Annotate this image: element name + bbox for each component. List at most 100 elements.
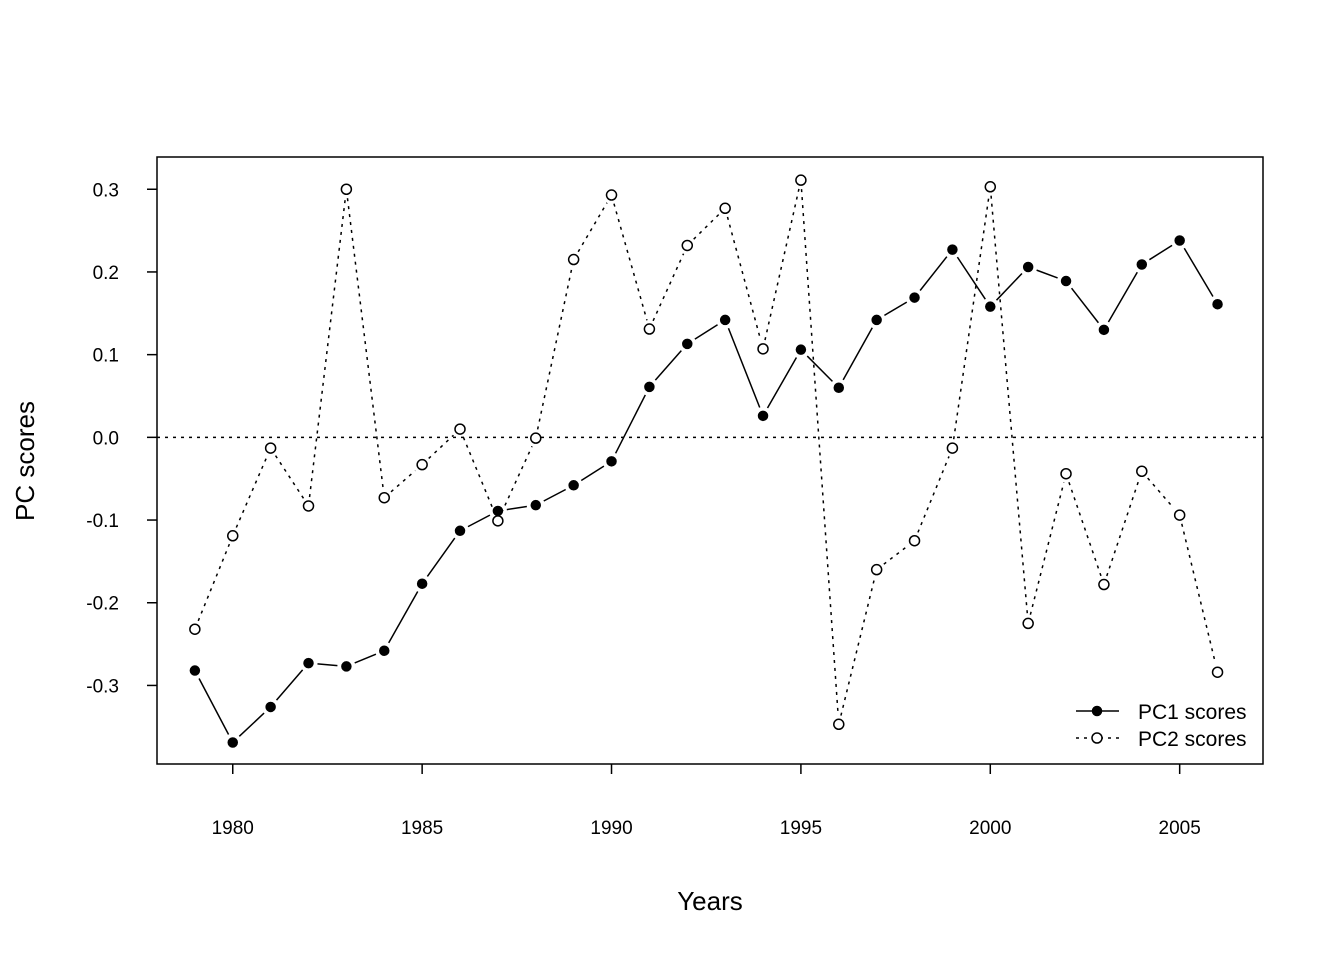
series-pc1-point	[1136, 259, 1148, 270]
series-pc1-point	[492, 505, 504, 517]
series-pc2-segment	[1147, 477, 1175, 509]
series-pc2-segment	[652, 253, 685, 322]
series-pc1-segment	[354, 653, 377, 664]
series-pc1-segment	[727, 328, 761, 408]
series-pc2-segment	[235, 456, 268, 528]
series-pc1-segment	[580, 465, 605, 482]
x-tick-label: 1985	[401, 818, 443, 839]
series-pc1-segment	[543, 488, 567, 502]
series-pc2-segment	[390, 469, 416, 493]
series-pc2-segment	[952, 195, 990, 440]
series-pc1-point	[719, 314, 731, 326]
series-pc1-point	[1022, 261, 1034, 273]
y-tick-label: -0.1	[86, 511, 119, 532]
series-pc2-point	[1136, 465, 1148, 478]
series-pc1-point	[416, 578, 428, 589]
series-pc2-point	[454, 423, 466, 435]
series-pc1-segment	[388, 591, 419, 644]
series-pc2-point	[605, 189, 618, 201]
series-pc1-point	[341, 661, 352, 672]
series-pc2-segment	[536, 268, 573, 430]
series-pc2-point	[1098, 578, 1110, 591]
series-pc2-point	[833, 718, 845, 731]
series-pc2-point	[795, 174, 807, 186]
y-tick-label: 0.1	[93, 346, 119, 367]
series-pc2-point	[1173, 509, 1186, 521]
series-pc2-segment	[840, 578, 876, 716]
series-pc1-point	[871, 314, 882, 326]
series-pc1-segment	[1070, 287, 1099, 324]
series-pc1-segment	[884, 301, 908, 316]
legend-label-pc1: PC1 scores	[1138, 701, 1247, 724]
series-pc2-segment	[726, 216, 762, 341]
series-pc2-point	[908, 534, 921, 547]
series-pc2-segment	[346, 198, 384, 489]
series-pc2-point	[1060, 467, 1072, 480]
series-pc1-point	[947, 244, 958, 255]
series-pc2-point	[302, 500, 315, 512]
series-pc1-point	[682, 338, 693, 350]
series-pc2-segment	[917, 456, 950, 533]
series-pc1-segment	[842, 327, 873, 381]
series-pc1-point	[757, 410, 769, 422]
series-pc1-point	[227, 737, 239, 748]
x-axis-title: Years	[677, 886, 743, 916]
series-pc2-segment	[800, 189, 839, 716]
series-pc1-point	[795, 344, 807, 355]
series-pc2-point	[189, 623, 201, 635]
series-pc2-point	[757, 343, 769, 355]
series-pc2-point	[227, 530, 239, 542]
series-pc1-segment	[956, 256, 986, 300]
series-pc1-point	[1060, 275, 1072, 287]
y-tick-label: -0.3	[86, 676, 119, 697]
series-pc2-segment	[500, 446, 533, 513]
series-pc1-segment	[919, 256, 948, 291]
series-pc1-point	[909, 292, 920, 303]
y-axis-title: PC scores	[10, 401, 40, 521]
series-pc1-point	[644, 381, 655, 393]
series-pc2-segment	[764, 188, 800, 341]
series-pc1-segment	[1107, 271, 1138, 323]
series-pc1-segment	[317, 663, 338, 667]
series-pc1-point	[189, 665, 201, 676]
y-tick-label: 0.0	[93, 428, 119, 449]
series-pc2-point	[1211, 666, 1224, 678]
series-pc1-segment	[506, 505, 527, 511]
legend: PC1 scores PC2 scores	[1076, 701, 1247, 751]
series-pc1-segment	[694, 324, 718, 340]
x-tick-label: 1990	[590, 818, 632, 839]
series-pc2-segment	[883, 545, 908, 565]
series-pc1-segment	[426, 537, 456, 577]
series-pc2-segment	[990, 195, 1029, 615]
series-pc1-point	[1098, 324, 1110, 336]
y-tick-label: 0.3	[93, 180, 119, 201]
series-pc1-point	[833, 382, 845, 393]
series-pc1-segment	[1183, 247, 1214, 297]
legend-marker-pc1	[1091, 705, 1103, 717]
series-pc2-segment	[428, 434, 454, 460]
series-pc2-segment	[1181, 523, 1217, 664]
series-pc1-segment	[238, 712, 265, 737]
series-pc2-segment	[197, 543, 231, 622]
series-pc2-segment	[308, 198, 347, 498]
series-pc1-point	[265, 701, 276, 713]
series-pc2-segment	[693, 214, 720, 240]
series-pc2-segment	[274, 455, 305, 499]
y-tick-label: 0.2	[93, 263, 119, 284]
series-pc2-segment	[1029, 482, 1065, 615]
series-pc1-segment	[806, 355, 833, 382]
series-pc1-segment	[995, 272, 1023, 301]
series-pc1-segment	[1148, 244, 1173, 261]
series-pc1-segment	[614, 394, 646, 454]
x-tick-label: 1980	[212, 818, 254, 839]
series-pc1-point	[1174, 235, 1185, 246]
series-pc2-point	[1022, 617, 1034, 630]
series-pc1-point	[985, 301, 996, 312]
series-pc1-point	[303, 657, 314, 669]
series-pc2-segment	[613, 203, 648, 321]
series-pc1-point	[530, 499, 542, 511]
series-pc2-point	[643, 323, 656, 335]
x-tick-label: 2005	[1159, 818, 1201, 839]
series-pc2-segment	[577, 202, 608, 253]
